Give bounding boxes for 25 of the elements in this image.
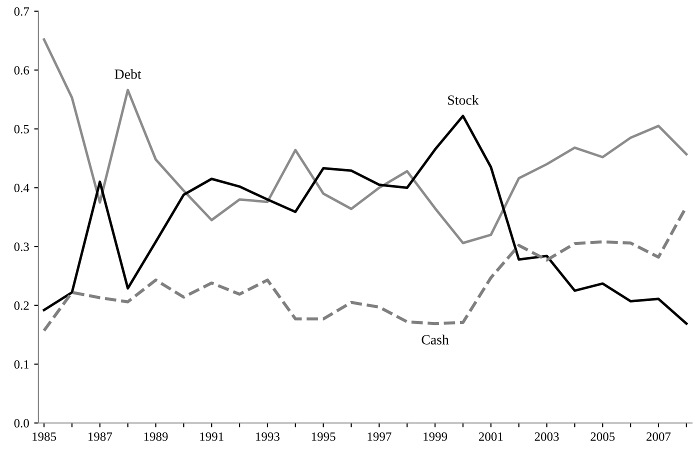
x-tick-label: 1995 [312,432,336,441]
x-tick-label: 2005 [590,432,615,441]
y-tick-label: 0.7 [14,7,30,16]
y-tick-label: 0.6 [14,66,30,75]
x-tick-label: 1991 [200,432,224,441]
line-series [42,114,688,325]
y-tick-label: 0.5 [14,124,29,134]
annotation: Cash [422,334,449,344]
y-tick-label: 0.3 [14,242,29,252]
x-tick-label: 2001 [478,432,503,441]
x-tick-label: 1999 [424,432,448,441]
y-tick-label: 0.2 [14,301,29,310]
annotation: Stock [448,95,479,105]
line-series [42,38,688,244]
x-tick-label: 1993 [256,432,280,441]
x-tick-label: 1985 [32,432,56,441]
y-tick-label: 0.0 [14,419,29,428]
x-tick-label: 1989 [144,432,168,441]
x-tick-label: 1987 [88,432,112,441]
x-tick-label: 2003 [534,432,559,441]
x-tick-label: 2007 [646,432,671,441]
y-tick-label: 0.4 [14,184,30,192]
x-tick-label: 1997 [368,432,392,441]
annotation: Debt [114,69,142,79]
y-tick-label: 0.1 [14,360,29,369]
